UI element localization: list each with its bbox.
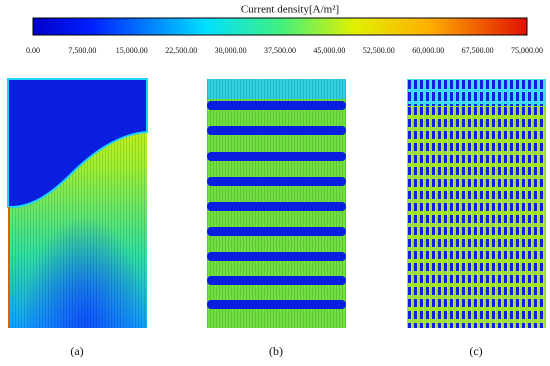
colorbar-title: Current density[A/m²] [241, 4, 339, 16]
panel-label: (b) [269, 344, 283, 358]
colorbar [32, 17, 528, 36]
colorbar-tick-label: 15,000.00 [116, 46, 148, 55]
colorbar-ticks: 0.00 7,500.00 15,000.00 22,500.00 30,000.00 3… [26, 46, 543, 55]
panel-c [407, 79, 546, 328]
colorbar-tick-label: 30,000.00 [215, 46, 247, 55]
colorbar-tick-label: 75,000.00 [511, 46, 543, 55]
colorbar-tick-label: 7,500.00 [68, 46, 96, 55]
colorbar-tick-label: 0.00 [26, 46, 40, 55]
colorbar-tick-label: 52,500.00 [363, 46, 395, 55]
panel-label: (a) [70, 344, 83, 358]
panel-a [7, 78, 148, 328]
colorbar-tick-label: 45,000.00 [313, 46, 345, 55]
colorbar-tick-label: 37,500.00 [264, 46, 296, 55]
colorbar-tick-label: 60,000.00 [412, 46, 444, 55]
colorbar-tick-label: 67,500.00 [462, 46, 494, 55]
colorbar-tick-label: 22,500.00 [165, 46, 197, 55]
panel-b [207, 79, 346, 328]
panel-label: (c) [469, 344, 482, 358]
